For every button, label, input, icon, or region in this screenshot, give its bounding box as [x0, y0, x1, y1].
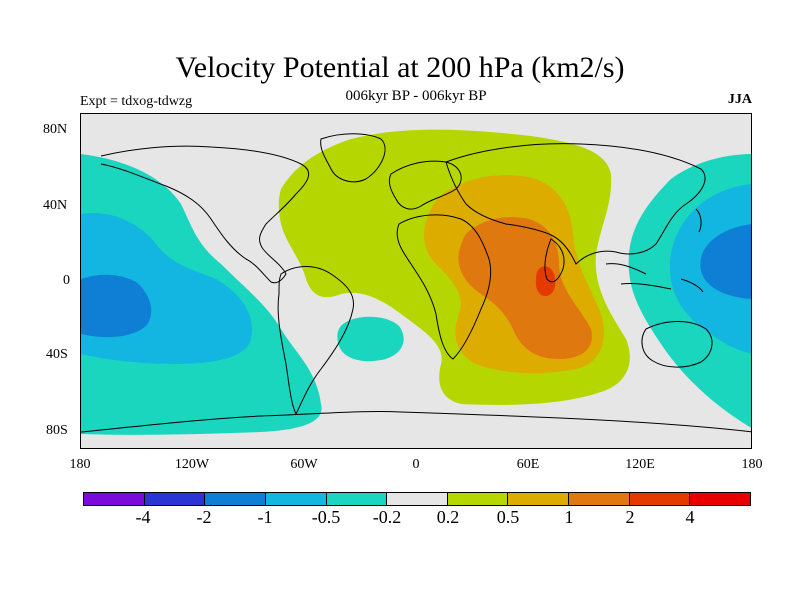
x-tick-180e: 180 [741, 457, 763, 472]
x-tick-0: 0 [412, 457, 420, 472]
coastlines [81, 133, 751, 433]
colorbar-label: 0.2 [436, 507, 460, 527]
colorbar-cell [629, 493, 691, 505]
colorbar-label: -0.2 [372, 507, 402, 527]
colorbar-cell [265, 493, 327, 505]
colorbar-label: 0.5 [496, 507, 520, 527]
colorbar-cell [326, 493, 388, 505]
y-tick-80n: 80N [43, 122, 68, 137]
chart-title: Velocity Potential at 200 hPa (km2/s) [175, 51, 625, 84]
y-tick-40n: 40N [43, 198, 68, 213]
colorbar-cell [387, 493, 448, 505]
season-label: JJA [727, 92, 752, 107]
contour-orange [458, 217, 592, 359]
colorbar-cell [569, 493, 630, 505]
velocity-potential-map [81, 114, 751, 448]
experiment-label: Expt = tdxog-tdwzg [80, 94, 193, 109]
contour-redorange [535, 266, 556, 297]
colorbar-label: 1 [564, 507, 574, 527]
colorbar-label: -0.5 [311, 507, 341, 527]
x-tick-120e: 120E [625, 457, 655, 472]
colorbar-cell [84, 493, 145, 505]
x-tick-60w: 60W [290, 457, 318, 472]
y-tick-0: 0 [63, 273, 70, 288]
x-tick-60e: 60E [516, 457, 540, 472]
colorbar-cell [690, 493, 751, 505]
map-panel [80, 113, 752, 449]
chart-subtitle: 006kyr BP - 006kyr BP [345, 88, 487, 104]
contour-teal-south-atlantic [337, 316, 404, 362]
colorbar-label: -2 [196, 507, 212, 527]
y-tick-40s: 40S [46, 347, 68, 362]
x-tick-180w: 180 [69, 457, 91, 472]
contour-blue-east-pacific [81, 274, 152, 338]
colorbar-cell [144, 493, 206, 505]
y-tick-80s: 80S [46, 423, 68, 438]
colorbar-cell [447, 493, 509, 505]
colorbar-cell [508, 493, 570, 505]
colorbar-cell [205, 493, 266, 505]
colorbar-label: -1 [257, 507, 273, 527]
colorbar-label: 2 [625, 507, 635, 527]
colorbar [83, 492, 751, 506]
colorbar-label: -4 [135, 507, 151, 527]
colorbar-label: 4 [685, 507, 695, 527]
x-tick-120w: 120W [174, 457, 210, 472]
contour-blue-west-pacific [700, 224, 751, 299]
